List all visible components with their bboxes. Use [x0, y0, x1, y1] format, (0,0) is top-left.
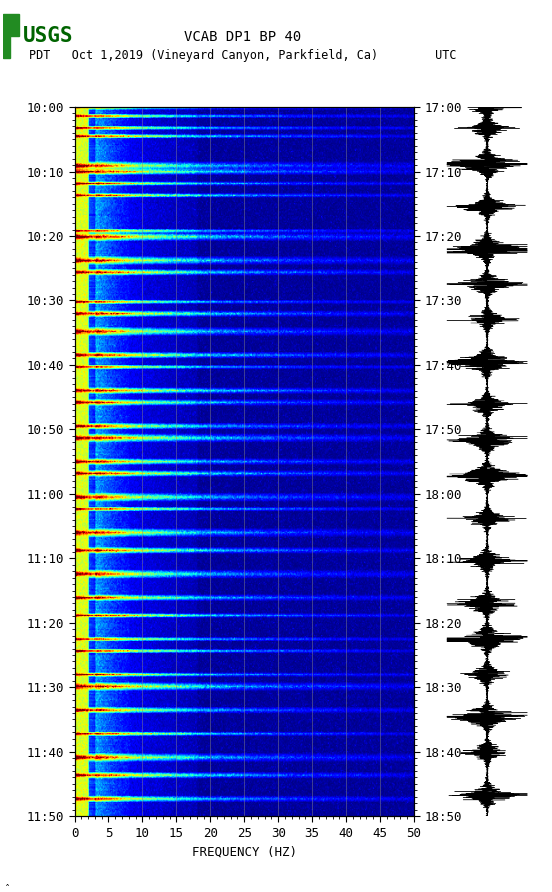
Polygon shape [3, 13, 19, 57]
Text: PDT   Oct 1,2019 (Vineyard Canyon, Parkfield, Ca)        UTC: PDT Oct 1,2019 (Vineyard Canyon, Parkfie… [29, 49, 457, 62]
X-axis label: FREQUENCY (HZ): FREQUENCY (HZ) [192, 845, 297, 858]
Text: VCAB DP1 BP 40: VCAB DP1 BP 40 [184, 30, 301, 45]
Text: USGS: USGS [23, 26, 73, 45]
Text: $\mathsf{\^{ }}$: $\mathsf{\^{ }}$ [6, 880, 10, 889]
